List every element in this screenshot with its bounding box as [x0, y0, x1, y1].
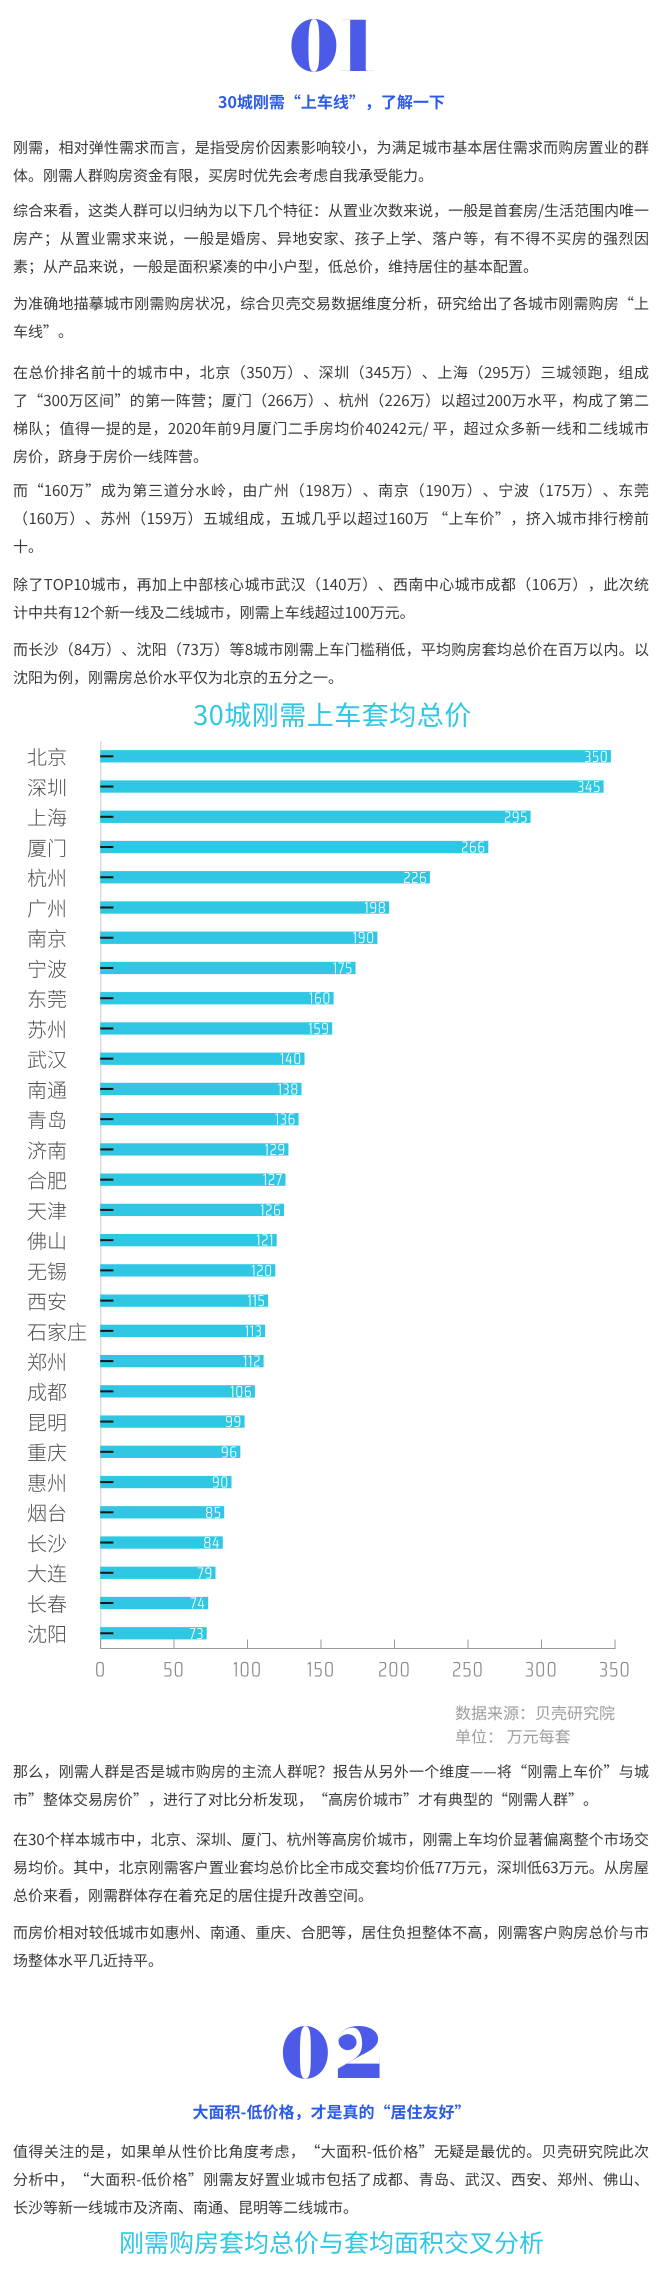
svg-text:120: 120	[251, 1259, 272, 1284]
svg-text:200: 200	[378, 1654, 411, 1687]
svg-text:无锡: 无锡	[27, 1256, 67, 1285]
svg-text:宁波: 宁波	[27, 953, 67, 982]
svg-text:石家庄: 石家庄	[27, 1316, 87, 1345]
svg-text:数据来源：贝壳研究院: 数据来源：贝壳研究院	[455, 1700, 615, 1724]
svg-text:150: 150	[307, 1654, 335, 1687]
svg-text:100: 100	[233, 1654, 262, 1687]
svg-text:沈阳: 沈阳	[27, 1619, 67, 1648]
svg-text:175: 175	[333, 956, 353, 981]
svg-text:96: 96	[221, 1440, 238, 1465]
svg-text:295: 295	[504, 805, 528, 830]
svg-text:郑州: 郑州	[27, 1347, 67, 1376]
svg-text:226: 226	[403, 866, 427, 891]
svg-text:300: 300	[525, 1654, 558, 1687]
svg-text:190: 190	[353, 926, 375, 951]
svg-text:佛山: 佛山	[27, 1226, 67, 1255]
svg-text:厦门: 厦门	[27, 832, 67, 861]
svg-text:121: 121	[256, 1229, 274, 1254]
svg-text:长春: 长春	[27, 1588, 67, 1617]
svg-text:杭州: 杭州	[27, 863, 67, 892]
svg-text:30城刚需上车套均总价: 30城刚需上车套均总价	[193, 694, 471, 733]
svg-text:159: 159	[308, 1017, 329, 1042]
svg-text:350: 350	[599, 1654, 631, 1687]
svg-text:0: 0	[95, 1654, 106, 1687]
svg-text:重庆: 重庆	[27, 1437, 67, 1466]
svg-text:74: 74	[190, 1592, 205, 1617]
svg-text:50: 50	[163, 1654, 185, 1687]
svg-text:上海: 上海	[27, 802, 67, 831]
svg-text:昆明: 昆明	[27, 1407, 67, 1436]
svg-text:106: 106	[230, 1380, 252, 1405]
svg-text:惠州: 惠州	[27, 1467, 67, 1496]
svg-text:南京: 南京	[27, 923, 67, 952]
svg-text:青岛: 青岛	[27, 1105, 67, 1134]
svg-text:成都: 成都	[27, 1377, 67, 1406]
svg-text:198: 198	[364, 896, 386, 921]
svg-text:115: 115	[247, 1289, 265, 1314]
svg-text:136: 136	[275, 1108, 296, 1133]
svg-text:73: 73	[189, 1622, 204, 1647]
svg-text:大连: 大连	[27, 1558, 67, 1587]
svg-text:79: 79	[197, 1561, 213, 1586]
svg-text:160: 160	[309, 987, 331, 1012]
svg-text:苏州: 苏州	[27, 1014, 67, 1043]
svg-text:345: 345	[577, 775, 601, 800]
svg-text:武汉: 武汉	[27, 1044, 67, 1073]
svg-text:烟台: 烟台	[27, 1498, 67, 1527]
svg-text:250: 250	[452, 1654, 484, 1687]
svg-text:140: 140	[280, 1047, 302, 1072]
svg-text:126: 126	[260, 1198, 281, 1223]
svg-text:广州: 广州	[27, 893, 67, 922]
svg-text:85: 85	[205, 1501, 221, 1526]
svg-text:单位： 万元每套: 单位： 万元每套	[455, 1723, 571, 1747]
svg-text:济南: 济南	[27, 1135, 67, 1164]
svg-text:266: 266	[461, 836, 486, 861]
svg-text:129: 129	[265, 1138, 286, 1163]
svg-text:350: 350	[584, 745, 608, 770]
svg-text:东莞: 东莞	[27, 984, 67, 1013]
svg-text:长沙: 长沙	[27, 1528, 67, 1557]
svg-text:127: 127	[263, 1168, 283, 1193]
svg-text:138: 138	[278, 1077, 299, 1102]
svg-text:84: 84	[203, 1531, 220, 1556]
svg-text:西安: 西安	[27, 1286, 67, 1315]
svg-text:合肥: 合肥	[27, 1165, 67, 1194]
svg-text:112: 112	[243, 1350, 261, 1375]
svg-text:南通: 南通	[27, 1074, 67, 1103]
svg-text:90: 90	[212, 1471, 229, 1496]
svg-text:深圳: 深圳	[27, 772, 67, 801]
svg-text:99: 99	[225, 1410, 242, 1435]
svg-text:北京: 北京	[27, 742, 67, 771]
svg-text:113: 113	[245, 1319, 263, 1344]
svg-text:天津: 天津	[27, 1195, 67, 1224]
